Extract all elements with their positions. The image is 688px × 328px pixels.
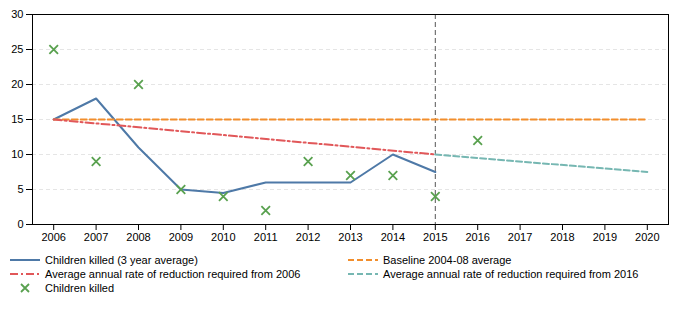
svg-text:2020: 2020 xyxy=(635,231,659,243)
html-text:Average annual rate of reducti: Average annual rate of reduction require… xyxy=(45,268,301,280)
svg-text:2018: 2018 xyxy=(550,231,574,243)
svg-text:25: 25 xyxy=(11,43,23,55)
html-text:Children killed (3 year averag: Children killed (3 year average) xyxy=(45,254,198,266)
svg-text:20: 20 xyxy=(11,78,23,90)
svg-text:2015: 2015 xyxy=(423,231,447,243)
svg-text:30: 30 xyxy=(11,8,23,20)
svg-text:2014: 2014 xyxy=(381,231,405,243)
svg-text:2017: 2017 xyxy=(508,231,532,243)
html-text:Average annual rate of reducti: Average annual rate of reduction require… xyxy=(383,268,639,280)
svg-text:2010: 2010 xyxy=(211,231,235,243)
svg-text:15: 15 xyxy=(11,113,23,125)
svg-text:2012: 2012 xyxy=(296,231,320,243)
svg-text:2019: 2019 xyxy=(593,231,617,243)
svg-text:2007: 2007 xyxy=(84,231,108,243)
svg-text:2008: 2008 xyxy=(126,231,150,243)
html-text:Baseline 2004-08 average: Baseline 2004-08 average xyxy=(383,254,512,266)
svg-text:2013: 2013 xyxy=(338,231,362,243)
svg-text:0: 0 xyxy=(17,218,23,230)
html-text:Children killed: Children killed xyxy=(45,282,115,294)
svg-text:2006: 2006 xyxy=(41,231,65,243)
svg-text:5: 5 xyxy=(17,183,23,195)
svg-text:2009: 2009 xyxy=(169,231,193,243)
svg-text:10: 10 xyxy=(11,148,23,160)
svg-text:2016: 2016 xyxy=(465,231,489,243)
svg-text:2011: 2011 xyxy=(254,231,278,243)
